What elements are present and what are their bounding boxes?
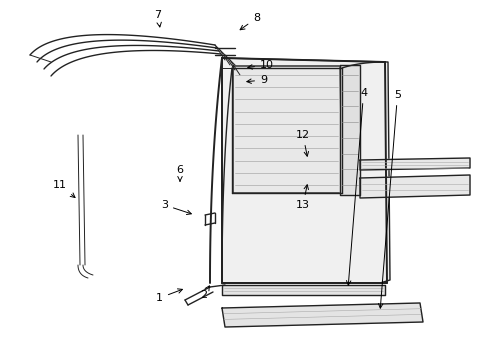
Polygon shape	[233, 66, 342, 193]
Polygon shape	[222, 303, 423, 327]
Text: 7: 7	[154, 10, 162, 27]
Text: 13: 13	[296, 185, 310, 210]
Polygon shape	[222, 285, 385, 295]
Text: 4: 4	[346, 88, 367, 285]
Polygon shape	[222, 58, 390, 283]
Text: 3: 3	[161, 200, 191, 215]
Polygon shape	[360, 175, 470, 198]
Text: 9: 9	[247, 75, 267, 85]
Polygon shape	[340, 65, 360, 195]
Text: 2: 2	[200, 286, 209, 300]
Text: 8: 8	[240, 13, 260, 30]
Text: 10: 10	[248, 60, 274, 70]
Polygon shape	[360, 158, 470, 170]
Text: 6: 6	[176, 165, 183, 181]
Text: 5: 5	[378, 90, 401, 308]
Text: 1: 1	[156, 289, 182, 303]
Text: 11: 11	[53, 180, 75, 198]
Text: 12: 12	[296, 130, 310, 156]
